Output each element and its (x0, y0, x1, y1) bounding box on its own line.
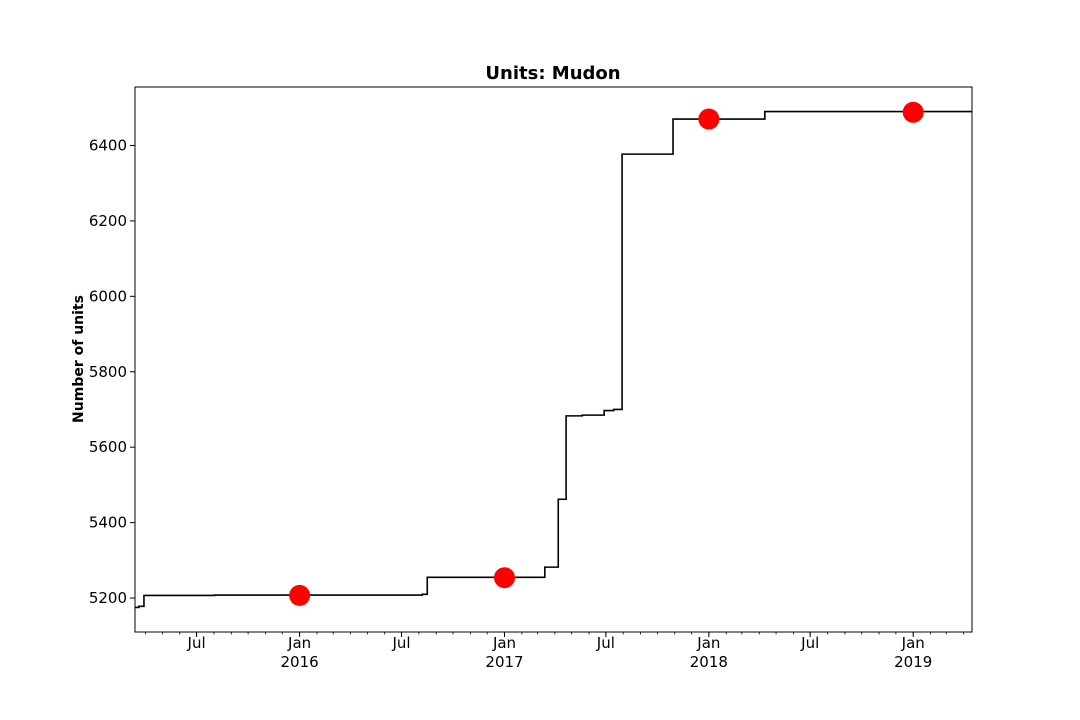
x-tick-label: Jul (596, 634, 615, 652)
yearly-marker (902, 101, 924, 123)
x-tick-label: Jan (901, 634, 925, 652)
y-axis-label: Number of units (71, 295, 87, 423)
y-tick-label: 5200 (89, 589, 127, 607)
x-tick-label: Jan (696, 634, 720, 652)
y-tick-label: 5400 (89, 514, 127, 532)
x-tick-label: Jul (391, 634, 410, 652)
x-tick-label: Jan (492, 634, 516, 652)
x-tick-year-label: 2017 (485, 653, 523, 671)
plot-frame (134, 86, 973, 633)
yearly-marker (289, 584, 311, 606)
plot-area (135, 101, 972, 609)
y-tick-label: 6400 (89, 136, 127, 154)
yearly-marker (494, 567, 516, 589)
x-tick-year-label: 2016 (281, 653, 319, 671)
x-tick-label: Jul (800, 634, 819, 652)
units-step-line (135, 110, 972, 609)
y-tick-label: 6200 (89, 212, 127, 230)
x-tick-year-label: 2019 (894, 653, 932, 671)
x-tick-year-label: 2018 (690, 653, 728, 671)
x-tick-label: Jul (187, 634, 206, 652)
x-tick-label: Jan (287, 634, 311, 652)
chart-title: Units: Mudon (485, 63, 620, 84)
y-tick-label: 6000 (89, 287, 127, 305)
y-tick-label: 5600 (89, 438, 127, 456)
y-tick-label: 5800 (89, 363, 127, 381)
yearly-marker (698, 108, 720, 130)
